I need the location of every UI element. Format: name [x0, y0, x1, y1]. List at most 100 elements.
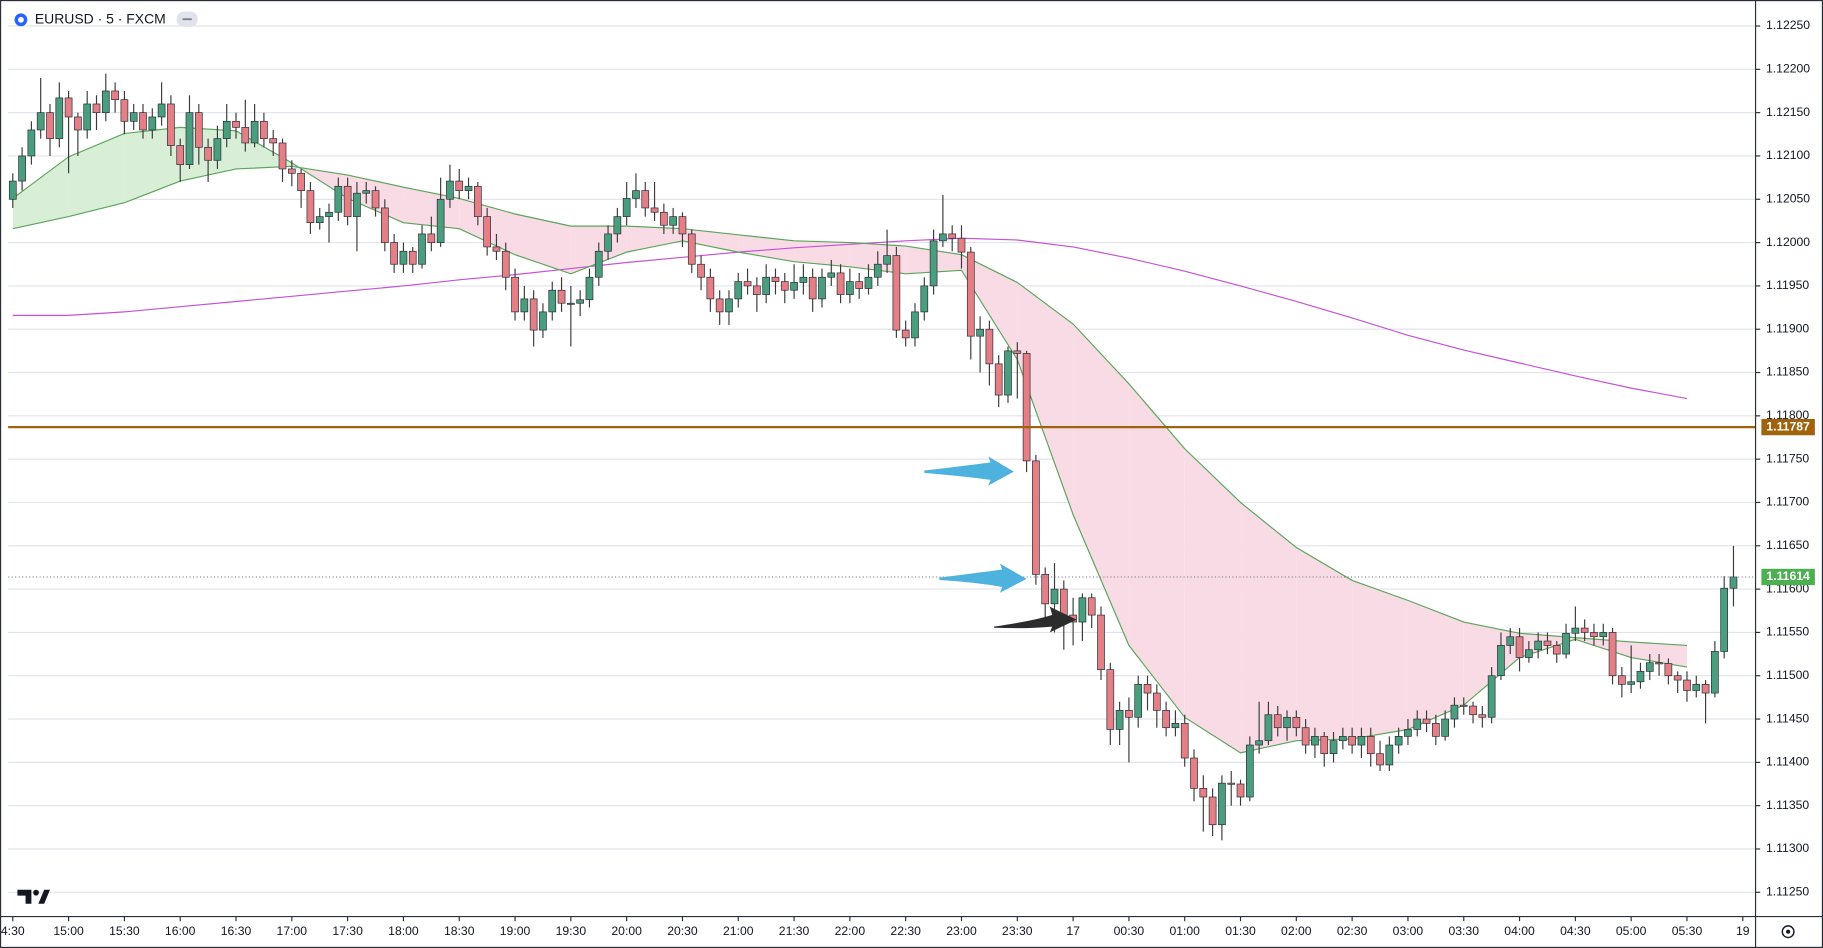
candle-body: [557, 289, 566, 304]
candle-body: [353, 192, 361, 217]
candle-body: [660, 211, 668, 226]
y-tick-label: 1.11750: [1766, 451, 1809, 465]
candle-body: [799, 276, 808, 283]
symbol-header: EURUSD · 5 · FXCM: [14, 10, 198, 27]
y-tick-label: 1.12200: [1766, 62, 1810, 76]
candle-body: [1599, 632, 1608, 638]
y-tick-label: 1.12250: [1766, 18, 1810, 32]
candle-body: [1506, 636, 1515, 646]
candle-body: [380, 207, 389, 243]
price-line-layer: [8, 425, 1756, 578]
candle-body: [1664, 663, 1673, 677]
candle-body: [408, 250, 417, 265]
candle-body: [780, 281, 789, 291]
candle-body: [1459, 704, 1468, 707]
x-tick-label: 4:30: [1, 924, 25, 938]
candle-body: [1627, 681, 1636, 685]
cloud-fill: [626, 226, 683, 253]
candle-body: [1152, 692, 1161, 711]
x-tick-label: 23:00: [946, 924, 977, 938]
candle-body: [64, 97, 73, 118]
cloud-fill: [1296, 547, 1353, 741]
cloud-fill: [403, 187, 460, 229]
x-tick-label: 16:00: [165, 924, 196, 938]
y-tick-label: 1.11850: [1766, 365, 1809, 379]
candle-body: [1190, 757, 1198, 789]
candle-body: [762, 276, 771, 295]
cloud-fill: [124, 127, 181, 203]
candle-body: [46, 112, 54, 139]
candle-body: [966, 251, 975, 337]
candle-body: [604, 233, 612, 252]
candle-body: [306, 190, 315, 224]
candle-body: [297, 172, 305, 191]
cloud-fill: [682, 228, 739, 253]
candle-body: [1311, 736, 1319, 746]
candle-body: [1171, 723, 1180, 729]
candle-body: [911, 311, 919, 339]
candle-body: [315, 216, 324, 224]
candle-body: [539, 311, 547, 331]
candle-body: [455, 180, 464, 191]
x-tick-label: 23:30: [1002, 924, 1033, 938]
cloud-fill: [236, 130, 292, 169]
cloud-layer: [12, 127, 1687, 753]
candle-body: [706, 276, 715, 300]
arrow: [939, 563, 1027, 593]
cloud-fill: [1352, 580, 1408, 739]
candle-body: [1050, 588, 1059, 605]
candle-body: [1366, 736, 1375, 755]
candle-body: [548, 289, 557, 313]
settings-button[interactable]: [1781, 925, 1795, 939]
candle-body: [474, 185, 482, 217]
x-tick-label: 17:30: [332, 924, 363, 938]
candle-body: [287, 168, 296, 174]
candle-body: [1645, 662, 1654, 672]
y-tick-label: 1.11450: [1766, 711, 1809, 725]
y-tick-label: 1.11700: [1766, 495, 1809, 509]
logo-part: [33, 889, 39, 896]
x-tick-label: 01:00: [1169, 924, 1200, 938]
candle-body: [83, 103, 92, 131]
candle-body: [492, 246, 501, 252]
candle-body: [1097, 614, 1105, 671]
x-tick-label: 03:00: [1393, 924, 1424, 938]
candle-body: [1376, 753, 1384, 766]
settings-icon[interactable]: [1781, 925, 1795, 939]
candle-body: [1245, 744, 1254, 798]
cloud-fill: [1017, 282, 1074, 515]
candle-body: [176, 145, 185, 165]
x-tick-label: 05:00: [1616, 924, 1647, 938]
symbol-icon-inner: [18, 16, 24, 23]
candle-body: [232, 120, 240, 128]
x-tick-label: 21:00: [723, 924, 754, 938]
candle-body: [939, 233, 947, 242]
candle-body: [269, 138, 278, 144]
y-tick-label: 1.11350: [1766, 798, 1809, 812]
candle-body: [399, 250, 408, 265]
candle-body: [446, 180, 454, 200]
candle-body: [585, 276, 594, 301]
candle-body: [1673, 675, 1682, 681]
cloud-fill: [1240, 502, 1297, 753]
candle-body: [650, 207, 659, 213]
candle-body: [734, 281, 743, 300]
candle-body: [687, 233, 696, 265]
x-tick-label: 21:30: [779, 924, 810, 938]
x-tick-label: 22:00: [835, 924, 866, 938]
candle-body: [27, 129, 36, 157]
tradingview-logo: [17, 889, 50, 904]
candle-body: [483, 216, 491, 248]
candle-body: [362, 190, 371, 194]
settings-icon-dot: [1786, 929, 1791, 934]
candle-body: [92, 103, 101, 113]
candle-body: [418, 233, 426, 265]
candle-body: [873, 263, 882, 278]
candle-body: [1571, 627, 1580, 634]
candle-body: [669, 216, 677, 226]
candle-body: [697, 263, 705, 278]
candle-body: [111, 90, 119, 101]
y-tick-label: 1.11500: [1766, 668, 1809, 682]
